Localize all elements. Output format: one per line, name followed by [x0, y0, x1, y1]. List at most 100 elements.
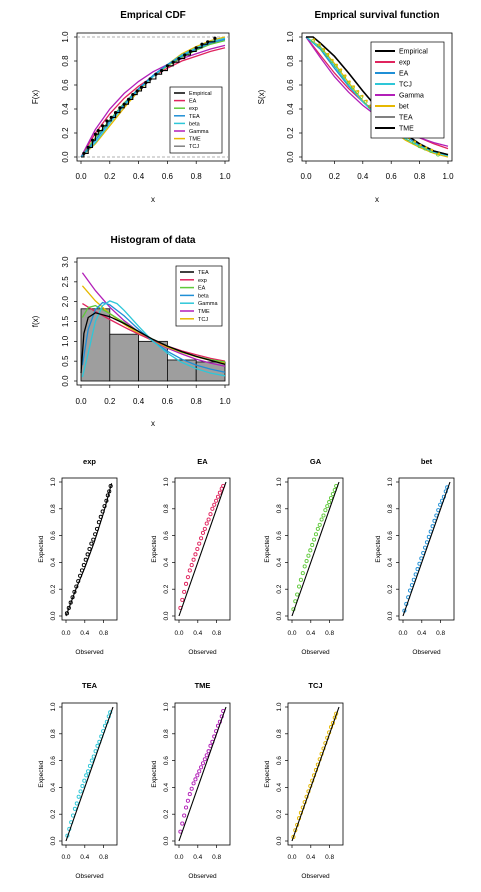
pp-point — [187, 568, 192, 573]
pp-point — [85, 552, 90, 557]
pp-point — [295, 592, 300, 597]
empirical-point — [318, 43, 321, 46]
legend-label: Gamma — [198, 301, 219, 307]
pp-point — [204, 521, 209, 526]
empirical-point — [361, 94, 364, 98]
empirical-point — [335, 63, 339, 66]
x-tick-label: 0.0 — [61, 630, 70, 637]
chart-title: TME — [195, 681, 211, 690]
legend-label: Empirical — [399, 49, 428, 56]
legend: Empirical exp EA TCJ Gamma bet TEA TME — [370, 41, 445, 139]
x-tick-label: 0.4 — [306, 854, 315, 861]
x-tick-label: 1.0 — [442, 172, 454, 181]
chart-title: TCJ — [308, 681, 322, 690]
chart-title: Emprical survival function — [314, 10, 439, 21]
pp-point — [78, 789, 83, 794]
empirical-point — [183, 53, 187, 57]
y-tick-label: 1.0 — [387, 477, 394, 486]
y-tick-label: 1.0 — [61, 31, 70, 43]
x-tick-label: 0.4 — [193, 854, 202, 861]
legend-label: Empirical — [189, 91, 212, 97]
empirical-point — [177, 57, 181, 61]
x-tick-label: 0.4 — [133, 397, 145, 406]
pp-point — [296, 584, 302, 589]
chart-pp_exp: exp 0.0 0.4 0.8 0.0 0.2 0.4 0.6 0.8 1.0 Observed Ex… — [38, 457, 118, 656]
y-tick-label: 0.0 — [286, 151, 295, 163]
pp-point — [304, 559, 309, 564]
legend-box — [169, 86, 223, 154]
pp-point — [193, 552, 198, 557]
x-tick-label: 0.8 — [99, 630, 108, 637]
y-tick-label: 0.0 — [61, 151, 70, 163]
legend-label: TCJ — [399, 82, 412, 89]
x-axis-label: Observed — [301, 873, 330, 880]
x-axis-label: Observed — [188, 649, 217, 656]
x-axis-label: Observed — [412, 649, 441, 656]
pp-point — [214, 498, 219, 503]
y-tick-label: 0.4 — [61, 103, 70, 115]
empirical-point — [135, 89, 139, 93]
y-tick-label: 0.8 — [276, 729, 283, 738]
empirical-point — [322, 48, 326, 51]
y-tick-label: 1.0 — [276, 477, 283, 486]
pp-point — [84, 773, 89, 778]
pp-point — [317, 522, 322, 527]
pp-point — [191, 557, 196, 562]
chart-pp_ea: EA 0.0 0.4 0.8 0.0 0.2 0.4 0.6 0.8 1.0 Observed Exp… — [151, 457, 231, 656]
y-tick-label: 1.0 — [61, 335, 70, 347]
pp-point — [315, 526, 320, 531]
legend-label: TME — [198, 309, 210, 315]
empirical-point — [327, 52, 330, 56]
pp-point — [86, 769, 91, 774]
pp-point — [72, 806, 77, 811]
x-tick-label: 0.2 — [329, 172, 341, 181]
legend-label: Gamma — [399, 93, 424, 100]
histogram-bar — [138, 340, 168, 382]
legend-label: beta — [198, 293, 210, 299]
plot-frame — [287, 477, 344, 621]
reference-line — [402, 481, 451, 617]
legend-label: TME — [189, 137, 201, 143]
pp-point — [182, 813, 187, 818]
series-line — [80, 37, 226, 158]
y-tick-label: 0.6 — [286, 79, 295, 91]
chart-pp_bet: bet 0.0 0.4 0.8 0.0 0.2 0.4 0.6 0.8 1.0 Observed Ex… — [375, 457, 455, 656]
density-line — [81, 300, 226, 378]
legend-label: exp — [399, 60, 410, 67]
y-tick-label: 2.5 — [61, 276, 70, 288]
empirical-point — [113, 111, 118, 115]
pp-point — [202, 757, 207, 762]
empirical-point — [109, 115, 113, 119]
y-tick-label: 0.4 — [50, 783, 57, 792]
y-tick-label: 3.0 — [61, 256, 70, 268]
y-tick-label: 0.4 — [163, 783, 170, 792]
pp-point — [302, 564, 307, 569]
y-tick-label: 0.4 — [286, 103, 295, 115]
x-tick-label: 0.4 — [417, 630, 426, 637]
x-axis-label: Observed — [75, 873, 104, 880]
legend-label: TCJ — [189, 144, 199, 150]
legend-label: TEA — [198, 270, 209, 276]
y-tick-label: 0.2 — [387, 584, 394, 593]
pp-point — [74, 801, 79, 806]
empirical-point — [93, 132, 97, 136]
chart-pp_tea: TEA 0.0 0.4 0.8 0.0 0.2 0.4 0.6 0.8 1.0 Observed Ex… — [38, 681, 118, 880]
y-axis-label: F(x) — [31, 90, 40, 105]
reference-line — [65, 706, 114, 842]
pp-point — [212, 502, 217, 507]
y-tick-label: 0.4 — [50, 558, 57, 567]
x-axis-label: x — [151, 195, 155, 204]
x-tick-label: 0.4 — [306, 630, 315, 637]
x-tick-label: 0.8 — [191, 397, 203, 406]
empirical-point — [82, 151, 86, 155]
pp-point — [319, 517, 324, 522]
y-tick-label: 0.0 — [163, 836, 170, 845]
pp-point — [87, 546, 92, 552]
reference-line — [291, 481, 340, 617]
y-axis-label: Expected — [151, 760, 158, 787]
x-axis-label: x — [375, 195, 379, 204]
x-axis-label: x — [151, 419, 155, 428]
empirical-point — [331, 58, 334, 62]
empirical-point — [365, 99, 368, 103]
empirical-point — [101, 124, 105, 128]
